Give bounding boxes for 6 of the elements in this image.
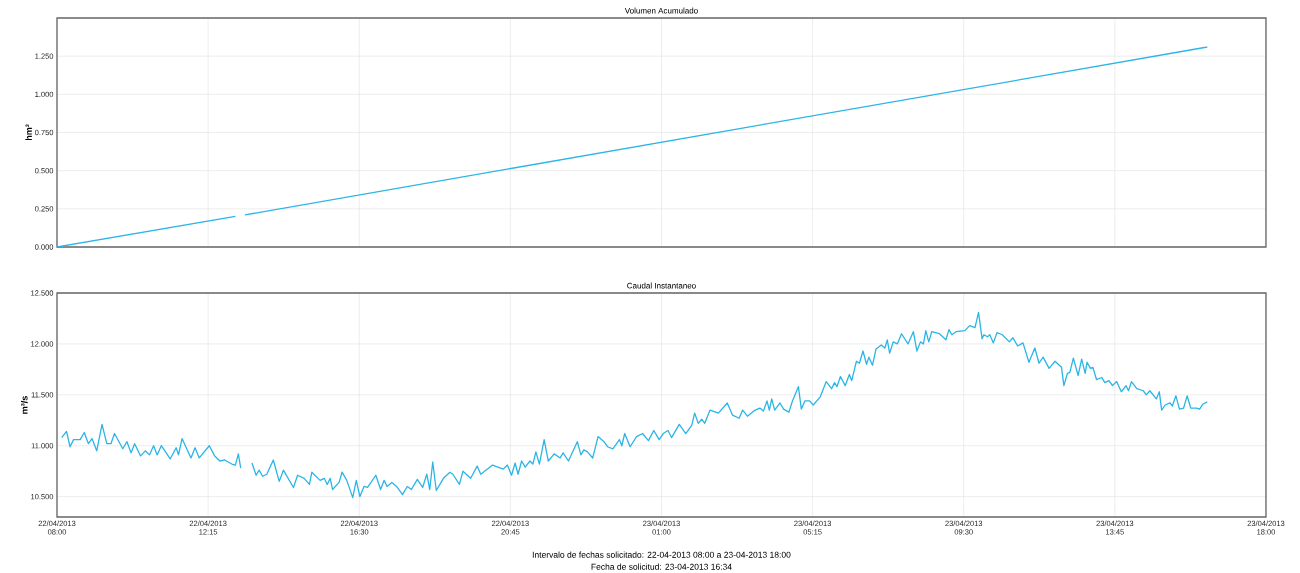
text: Fecha de solicitud: 23-04-2013 16:34 <box>591 563 732 570</box>
chart-title: Volumen Acumulado <box>624 7 698 14</box>
y-axis-title: m³/s <box>20 396 28 414</box>
y-axis-title: hm³ <box>25 124 32 141</box>
chart-title: Caudal Instantaneo <box>627 282 696 289</box>
text: Intervalo de fechas solicitado: 22-04-2013 08:00 a 23-04-2013 18:00 <box>532 551 791 558</box>
